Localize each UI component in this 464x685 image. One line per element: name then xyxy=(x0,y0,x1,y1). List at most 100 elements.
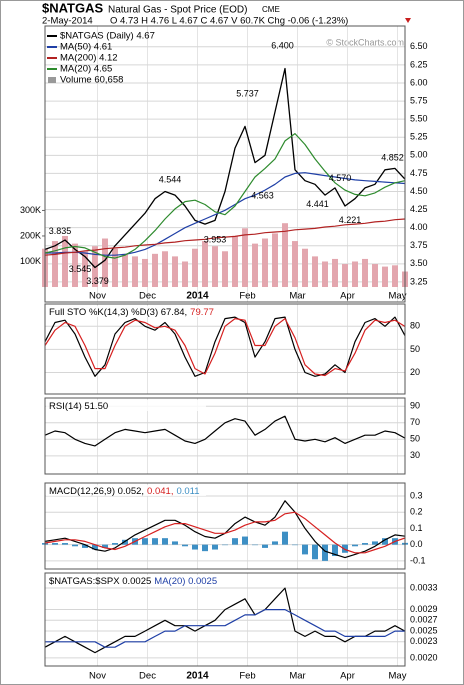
bar xyxy=(322,544,328,561)
bar xyxy=(282,531,288,545)
bar xyxy=(192,544,198,550)
y-tick-label: 4.25 xyxy=(410,204,428,214)
bar xyxy=(332,258,338,287)
bar xyxy=(342,544,348,553)
y2-tick-label: 300K xyxy=(20,205,41,215)
bar xyxy=(342,264,348,287)
annotation: 3.953 xyxy=(204,234,227,244)
bar xyxy=(52,241,58,287)
x-tick-label: May xyxy=(389,671,407,682)
annotation: 6.400 xyxy=(271,40,294,50)
annotation: 4.221 xyxy=(339,215,362,225)
legend-bg xyxy=(46,306,206,317)
y-tick-label: 4.50 xyxy=(410,186,428,196)
y-tick-label: 3.75 xyxy=(410,240,428,250)
legend-entry: Volume 60,658 xyxy=(60,75,123,86)
bar xyxy=(312,256,318,287)
bar xyxy=(162,251,168,287)
bar xyxy=(392,265,398,287)
annotation: 4.570 xyxy=(329,173,352,183)
watermark: © StockCharts.com xyxy=(326,37,404,47)
bar xyxy=(222,251,228,287)
bar xyxy=(352,261,358,287)
bar xyxy=(292,544,298,546)
x-tick-label: Apr xyxy=(340,671,355,682)
legend-entry: 0.041, xyxy=(147,486,173,497)
line xyxy=(44,415,406,447)
bar xyxy=(252,243,258,287)
y-tick-label: 5.75 xyxy=(410,95,428,105)
x-tick-label: 2014 xyxy=(186,671,209,682)
bar xyxy=(302,248,308,287)
x-tick-label: 2014 xyxy=(186,291,209,302)
bar xyxy=(102,544,108,548)
bar xyxy=(172,541,178,545)
y-tick-label: 30 xyxy=(410,450,420,460)
annotation: 3.835 xyxy=(49,226,72,236)
legend-entry: MA(20) 4.65 xyxy=(60,64,112,75)
bar xyxy=(142,258,148,287)
x-tick-label: Dec xyxy=(139,291,156,302)
bar xyxy=(272,541,278,545)
bar xyxy=(382,538,388,545)
quote: O 4.73 H 4.76 L 4.67 C 4.67 V 60.7K Chg … xyxy=(110,16,348,27)
annotation: 4.563 xyxy=(251,190,274,200)
legend-entry: 0.011 xyxy=(176,486,199,497)
bar xyxy=(112,543,118,545)
bar xyxy=(182,261,188,287)
x-tick-label: May xyxy=(389,291,407,302)
bar xyxy=(72,544,78,547)
bar xyxy=(142,538,148,545)
line xyxy=(45,172,406,256)
bar xyxy=(202,241,208,287)
x-tick-label: Dec xyxy=(139,671,156,682)
line xyxy=(44,511,406,554)
legend-entry: MA(50) 4.61 xyxy=(60,42,112,53)
x-tick-label: Nov xyxy=(89,671,106,682)
bar xyxy=(382,266,388,287)
annotation: 3.545 xyxy=(69,264,92,274)
bar xyxy=(152,253,158,287)
annotation: 3.379 xyxy=(86,276,109,286)
panel-frame xyxy=(44,303,406,395)
legend-entry: RSI(14) 51.50 xyxy=(49,401,108,412)
x-tick-label: Mar xyxy=(289,671,305,682)
y-tick-label: 70 xyxy=(410,417,420,427)
legend-bg xyxy=(46,575,206,586)
y-tick-label: 3.50 xyxy=(410,258,428,268)
bar xyxy=(132,256,138,287)
bar xyxy=(302,544,308,555)
panel-frame xyxy=(44,482,406,570)
bar xyxy=(212,246,218,287)
annotation: 5.737 xyxy=(236,88,259,98)
y-tick-label: 20 xyxy=(410,367,420,377)
y-tick-label: 0.0027 xyxy=(410,615,438,625)
bar xyxy=(212,544,218,550)
y2-tick-label: 200K xyxy=(20,230,41,240)
bar xyxy=(122,539,128,545)
bar xyxy=(272,233,278,287)
bar xyxy=(172,256,178,287)
legend-entry: Full STO %K(14,3) %D(3) 67.84, xyxy=(49,307,187,318)
bar xyxy=(62,543,68,545)
legend-entry: MA(20) 0.0025 xyxy=(154,576,217,587)
down-arrow xyxy=(405,18,411,23)
bar xyxy=(322,261,328,287)
bar xyxy=(82,544,88,548)
bar xyxy=(232,235,238,287)
legend: MACD(12,26,9) 0.052, 0.041, 0.011 xyxy=(49,486,200,497)
bar xyxy=(242,536,248,545)
legend-entry: $NATGAS:$SPX 0.0025 xyxy=(49,576,151,587)
y-tick-label: 50 xyxy=(410,344,420,354)
legend-entry: MA(200) 4.12 xyxy=(60,53,118,64)
bar xyxy=(62,235,68,287)
line xyxy=(44,316,406,377)
legend-bg xyxy=(46,400,206,411)
y-tick-label: 6.00 xyxy=(410,77,428,87)
bar xyxy=(112,248,118,287)
y-tick-label: 4.75 xyxy=(410,168,428,178)
line xyxy=(44,218,406,256)
y-tick-label: 5.25 xyxy=(410,132,428,142)
legend: RSI(14) 51.50 xyxy=(49,401,108,412)
y-tick-label: 5.00 xyxy=(410,150,428,160)
